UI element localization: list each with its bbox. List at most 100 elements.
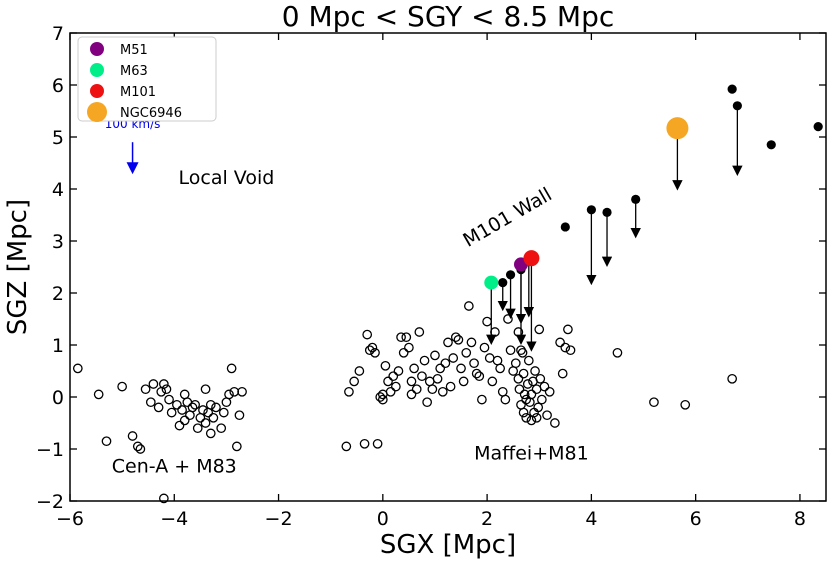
y-axis-label: SGZ [Mpc] (3, 199, 33, 335)
field-galaxy-point-90 (461, 347, 472, 358)
field-galaxy-point-76 (424, 376, 435, 387)
highlighted-galaxy-point-m63 (484, 275, 499, 290)
field-galaxy-point-60 (385, 386, 396, 397)
annotations: Local Void M101 Wall Cen-A + M83 Maffei+M81… (105, 117, 589, 477)
field-galaxy-point-125 (533, 402, 544, 413)
highlighted-galaxy-point-m101 (523, 250, 540, 267)
field-galaxy-point-118 (523, 355, 534, 366)
field-galaxy-point-0 (72, 363, 83, 374)
field-galaxy-point-55 (375, 392, 386, 402)
field-galaxy-point-63 (393, 366, 404, 376)
annotation-text-3: Maffei+M81 (474, 442, 589, 464)
field-galaxy-point-23 (190, 399, 200, 410)
field-galaxy-point-95 (474, 371, 485, 382)
field-galaxy-point-50 (362, 329, 373, 340)
field-galaxy-point-104 (497, 386, 508, 397)
legend-marker-m51 (90, 42, 104, 56)
field-galaxy-point-6 (135, 444, 146, 454)
field-galaxy-point-68 (406, 376, 417, 387)
field-galaxy-point-2 (101, 436, 112, 447)
field-galaxy-point-51 (364, 345, 375, 356)
field-galaxy-point-117 (522, 379, 533, 389)
field-galaxy-point-134 (557, 368, 568, 379)
field-galaxy-point-56 (377, 394, 388, 405)
field-galaxy-point-61 (388, 371, 399, 382)
field-galaxy-point-147 (727, 373, 738, 384)
wall-galaxy-point-9 (732, 101, 742, 111)
y-tick-label-1: −1 (36, 439, 64, 461)
field-galaxy-point-141 (531, 412, 542, 423)
field-galaxy-point-130 (542, 410, 552, 421)
field-galaxy-point-74 (419, 355, 430, 366)
field-galaxy-point-126 (534, 324, 545, 335)
x-tick-label-0: −6 (56, 508, 84, 530)
legend-box (77, 36, 217, 122)
field-galaxy-point-35 (224, 389, 234, 400)
field-galaxy-point-15 (166, 407, 177, 418)
wall-galaxy-point-11 (813, 122, 823, 132)
field-galaxy-point-114 (518, 368, 529, 379)
field-galaxy-point-25 (195, 412, 206, 423)
field-galaxy-point-120 (526, 389, 537, 400)
y-tick-label-6: 4 (52, 179, 64, 201)
field-galaxy-point-64 (396, 332, 406, 343)
field-galaxy-point-44 (179, 389, 190, 400)
field-galaxy-point-21 (185, 410, 195, 421)
field-galaxy-point-30 (208, 412, 219, 423)
field-galaxy-point-36 (226, 363, 237, 374)
legend-label-m51: M51 (120, 43, 148, 58)
x-tick-label-5: 4 (585, 508, 597, 530)
field-galaxy-point-135 (560, 342, 571, 353)
field-galaxy-point-83 (443, 337, 453, 348)
field-galaxy-point-8 (145, 397, 156, 408)
wall-galaxy-point-8 (727, 84, 737, 94)
field-galaxy-point-20 (182, 397, 193, 408)
field-galaxy-point-42 (205, 428, 216, 439)
field-galaxy-point-140 (518, 407, 529, 418)
field-galaxy-point-4 (127, 431, 138, 441)
x-tick-label-4: 2 (481, 508, 493, 530)
wall-galaxy-point-6 (602, 207, 612, 217)
field-galaxy-point-100 (487, 376, 498, 387)
field-galaxy-point-127 (535, 373, 546, 384)
field-galaxy-point-97 (479, 342, 490, 353)
marks-layer (72, 84, 823, 504)
field-galaxy-point-123 (530, 366, 540, 376)
field-galaxy-point-99 (484, 353, 495, 363)
annotation-text-2: Cen-A + M83 (112, 455, 237, 477)
field-galaxy-point-27 (200, 418, 211, 428)
field-galaxy-point-144 (612, 347, 623, 358)
wall-galaxy-point-5 (586, 205, 596, 215)
field-galaxy-point-102 (492, 355, 503, 366)
field-galaxy-point-78 (430, 350, 440, 361)
y-tick-label-5: 3 (52, 231, 64, 253)
field-galaxy-point-108 (508, 366, 519, 376)
field-galaxy-point-69 (406, 389, 417, 400)
y-tick-label-2: 0 (52, 387, 64, 409)
legend-entries: M51 M63 M101 NGC6946 (87, 42, 182, 122)
field-galaxy-point-132 (550, 418, 560, 428)
field-galaxy-point-46 (344, 386, 354, 397)
field-galaxy-point-94 (471, 368, 482, 379)
field-galaxy-point-7 (140, 384, 151, 395)
field-galaxy-point-26 (198, 405, 208, 415)
wall-galaxy-point-10 (766, 140, 776, 150)
field-galaxy-point-73 (417, 371, 427, 382)
field-galaxy-point-143 (516, 345, 526, 356)
field-galaxy-point-1 (93, 389, 104, 400)
field-galaxy-point-70 (409, 363, 419, 374)
field-galaxy-point-19 (179, 415, 190, 426)
field-galaxy-point-111 (514, 384, 525, 395)
field-galaxy-point-5 (132, 441, 143, 452)
wall-galaxy-point-4 (560, 222, 570, 232)
field-galaxy-point-137 (565, 345, 576, 356)
x-tick-label-3: 0 (377, 508, 389, 530)
field-galaxy-point-124 (531, 384, 542, 395)
field-galaxy-point-86 (450, 332, 461, 343)
y-tick-label-7: 5 (52, 127, 64, 149)
wall-galaxy-point-1 (505, 270, 516, 280)
y-tick-label-8: 6 (52, 75, 64, 97)
field-galaxy-point-16 (172, 399, 182, 410)
field-galaxy-point-131 (544, 386, 555, 397)
field-galaxy-point-13 (161, 384, 172, 395)
